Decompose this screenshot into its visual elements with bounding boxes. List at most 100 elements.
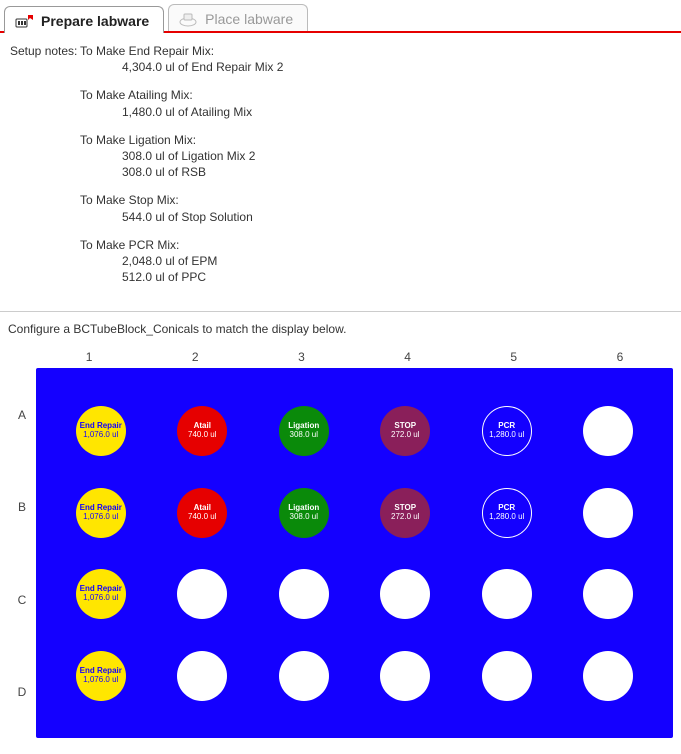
tab-label: Prepare labware [41, 13, 149, 29]
plate-cell: Atail740.0 ul [152, 390, 254, 472]
plate-cell: STOP272.0 ul [355, 390, 457, 472]
mix-line: 308.0 ul of RSB [80, 164, 671, 180]
plate-cell: End Repair1,076.0 ul [50, 635, 152, 717]
mix-block: To Make PCR Mix:2,048.0 ul of EPM512.0 u… [80, 237, 671, 286]
well-empty[interactable] [177, 569, 227, 619]
plate-cell [152, 635, 254, 717]
column-header: 5 [461, 350, 567, 364]
well-empty[interactable] [583, 406, 633, 456]
well-pcr[interactable]: PCR1,280.0 ul [482, 488, 532, 538]
setup-notes-label: Setup notes: [10, 43, 80, 297]
configure-instruction: Configure a BCTubeBlock_Conicals to matc… [0, 311, 681, 344]
mix-line: 4,304.0 ul of End Repair Mix 2 [80, 59, 671, 75]
plate-cell [456, 553, 558, 635]
plate-region: 123456 A B C D End Repair1,076.0 ul Atail740… [0, 350, 681, 750]
well-stop[interactable]: STOP272.0 ul [380, 406, 430, 456]
plate-cell: PCR1,280.0 ul [456, 472, 558, 554]
row-header: A [18, 408, 26, 422]
plate-cell [253, 635, 355, 717]
well-volume: 272.0 ul [391, 431, 419, 440]
tube-block-plate: End Repair1,076.0 ul Atail740.0 ul Ligatio… [36, 368, 673, 738]
row-header: B [18, 500, 26, 514]
tab-place-labware[interactable]: Place labware [168, 4, 308, 31]
plate-cell: End Repair1,076.0 ul [50, 390, 152, 472]
well-stop[interactable]: STOP272.0 ul [380, 488, 430, 538]
plate-cell [152, 553, 254, 635]
mix-line: 544.0 ul of Stop Solution [80, 209, 671, 225]
column-header: 2 [142, 350, 248, 364]
well-volume: 1,280.0 ul [489, 513, 524, 522]
mix-block: To Make End Repair Mix:4,304.0 ul of End… [80, 43, 671, 75]
well-empty[interactable] [380, 651, 430, 701]
well-empty[interactable] [279, 569, 329, 619]
row-header: D [18, 685, 27, 699]
tab-label: Place labware [205, 11, 293, 27]
column-header: 1 [36, 350, 142, 364]
well-empty[interactable] [583, 651, 633, 701]
place-labware-icon [179, 11, 199, 27]
well-empty[interactable] [279, 651, 329, 701]
column-header: 3 [248, 350, 354, 364]
row-header: C [18, 593, 27, 607]
mix-title: To Make End Repair Mix: [80, 43, 671, 59]
mix-line: 512.0 ul of PPC [80, 269, 671, 285]
plate-cell: PCR1,280.0 ul [456, 390, 558, 472]
plate-cell [355, 635, 457, 717]
plate-cell [456, 635, 558, 717]
well-volume: 308.0 ul [290, 513, 318, 522]
well-volume: 308.0 ul [290, 431, 318, 440]
row-headers: A B C D [8, 368, 36, 738]
plate-cell [558, 472, 660, 554]
mix-title: To Make Stop Mix: [80, 192, 671, 208]
well-pcr[interactable]: PCR1,280.0 ul [482, 406, 532, 456]
plate-cell: Atail740.0 ul [152, 472, 254, 554]
plate-cell: Ligation308.0 ul [253, 472, 355, 554]
plate-cell: Ligation308.0 ul [253, 390, 355, 472]
well-empty[interactable] [583, 569, 633, 619]
well-volume: 1,280.0 ul [489, 431, 524, 440]
plate-cell: End Repair1,076.0 ul [50, 472, 152, 554]
column-headers: 123456 [8, 350, 673, 364]
well-atail[interactable]: Atail740.0 ul [177, 406, 227, 456]
column-header: 4 [354, 350, 460, 364]
well-volume: 1,076.0 ul [83, 513, 118, 522]
mix-title: To Make Ligation Mix: [80, 132, 671, 148]
well-volume: 740.0 ul [188, 513, 216, 522]
labware-icon [15, 13, 35, 29]
plate-cell: End Repair1,076.0 ul [50, 553, 152, 635]
mix-line: 308.0 ul of Ligation Mix 2 [80, 148, 671, 164]
plate-cell: STOP272.0 ul [355, 472, 457, 554]
well-volume: 1,076.0 ul [83, 676, 118, 685]
mix-line: 1,480.0 ul of Atailing Mix [80, 104, 671, 120]
well-atail[interactable]: Atail740.0 ul [177, 488, 227, 538]
well-ligation[interactable]: Ligation308.0 ul [279, 488, 329, 538]
mix-block: To Make Stop Mix:544.0 ul of Stop Soluti… [80, 192, 671, 224]
plate-cell [558, 390, 660, 472]
mix-block: To Make Atailing Mix:1,480.0 ul of Atail… [80, 87, 671, 119]
well-empty[interactable] [583, 488, 633, 538]
well-empty[interactable] [482, 651, 532, 701]
mix-title: To Make Atailing Mix: [80, 87, 671, 103]
tab-prepare-labware[interactable]: Prepare labware [4, 6, 164, 33]
plate-cell [558, 553, 660, 635]
tab-bar: Prepare labware Place labware [0, 0, 681, 33]
well-endrepair[interactable]: End Repair1,076.0 ul [76, 651, 126, 701]
well-empty[interactable] [177, 651, 227, 701]
well-ligation[interactable]: Ligation308.0 ul [279, 406, 329, 456]
mix-line: 2,048.0 ul of EPM [80, 253, 671, 269]
plate-cell [558, 635, 660, 717]
well-volume: 740.0 ul [188, 431, 216, 440]
setup-notes: Setup notes: To Make End Repair Mix:4,30… [0, 33, 681, 311]
column-header: 6 [567, 350, 673, 364]
well-volume: 1,076.0 ul [83, 431, 118, 440]
well-empty[interactable] [482, 569, 532, 619]
setup-notes-body: To Make End Repair Mix:4,304.0 ul of End… [80, 43, 671, 297]
well-volume: 272.0 ul [391, 513, 419, 522]
well-endrepair[interactable]: End Repair1,076.0 ul [76, 488, 126, 538]
mix-title: To Make PCR Mix: [80, 237, 671, 253]
well-endrepair[interactable]: End Repair1,076.0 ul [76, 569, 126, 619]
well-empty[interactable] [380, 569, 430, 619]
plate-cell [355, 553, 457, 635]
well-volume: 1,076.0 ul [83, 594, 118, 603]
well-endrepair[interactable]: End Repair1,076.0 ul [76, 406, 126, 456]
